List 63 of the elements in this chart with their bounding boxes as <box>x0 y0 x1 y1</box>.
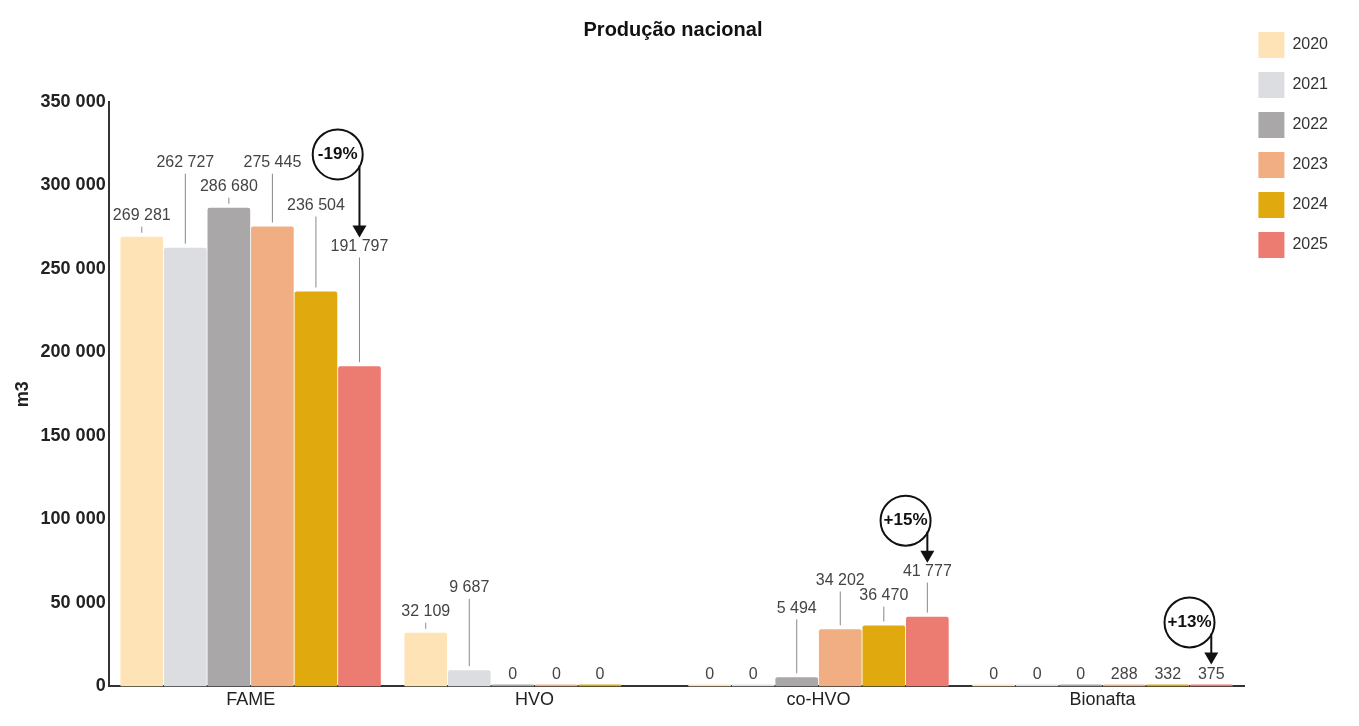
bar <box>1102 684 1146 687</box>
x-tick-label: HVO <box>515 689 555 710</box>
legend-label: 2024 <box>1292 195 1329 213</box>
y-tick-label: 300 000 <box>40 174 106 195</box>
data-label: 236 504 <box>287 195 345 213</box>
data-label: 191 797 <box>330 236 389 254</box>
bar <box>906 616 949 687</box>
annotation: -19% <box>317 144 358 164</box>
bar <box>862 625 906 687</box>
data-label: 332 <box>1154 664 1182 682</box>
y-tick-label: 350 000 <box>40 90 106 111</box>
data-label: 41 777 <box>902 562 952 580</box>
chart-title: Produção nacional <box>583 17 763 40</box>
data-label: 36 470 <box>859 586 909 604</box>
bar <box>404 632 448 687</box>
data-label: 275 445 <box>243 153 302 171</box>
bar <box>1189 684 1233 687</box>
legend-label: 2022 <box>1292 115 1329 133</box>
y-tick-label: 100 000 <box>40 508 106 529</box>
data-label: 0 <box>748 664 758 682</box>
bar <box>1146 684 1190 687</box>
y-tick-label: 150 000 <box>40 424 106 445</box>
bar <box>164 247 207 687</box>
data-label: 375 <box>1197 664 1225 682</box>
annotation: +13% <box>1167 612 1212 632</box>
legend-label: 2021 <box>1292 75 1329 93</box>
data-label: 34 202 <box>815 570 865 588</box>
bar <box>338 366 381 687</box>
data-label: 0 <box>595 664 605 682</box>
data-label: 5 494 <box>776 598 817 616</box>
data-label: 0 <box>705 664 715 682</box>
bar <box>535 684 578 687</box>
x-tick-label: FAME <box>226 689 276 710</box>
data-label: 0 <box>508 664 518 682</box>
data-label: 262 727 <box>156 153 215 171</box>
data-label: 32 109 <box>401 602 451 620</box>
legend-label: 2023 <box>1292 155 1329 173</box>
bar <box>775 677 819 687</box>
bar <box>294 291 338 687</box>
y-tick-label: 200 000 <box>40 341 106 362</box>
x-tick-label: co-HVO <box>786 689 851 710</box>
y-tick-label: 50 000 <box>50 591 106 612</box>
data-label: 288 <box>1110 664 1138 682</box>
legend-label: 2025 <box>1292 235 1329 253</box>
data-label: 0 <box>551 664 561 682</box>
y-axis-title: m3 <box>11 381 32 408</box>
y-tick-label: 0 <box>95 675 106 696</box>
data-label: 0 <box>1032 664 1042 682</box>
x-tick-label: Bionafta <box>1069 689 1137 710</box>
bar <box>447 670 491 687</box>
bar <box>251 226 294 687</box>
bar <box>120 236 164 687</box>
data-label: 286 680 <box>199 177 258 195</box>
bar <box>207 207 251 687</box>
legend-label: 2020 <box>1292 35 1329 53</box>
bar <box>818 629 862 687</box>
y-tick-label: 250 000 <box>40 257 106 278</box>
bar <box>578 684 622 687</box>
annotation: +15% <box>883 510 928 530</box>
data-label: 9 687 <box>449 578 490 596</box>
data-label: 0 <box>989 664 999 682</box>
data-label: 269 281 <box>112 206 171 224</box>
data-label: 0 <box>1076 664 1086 682</box>
